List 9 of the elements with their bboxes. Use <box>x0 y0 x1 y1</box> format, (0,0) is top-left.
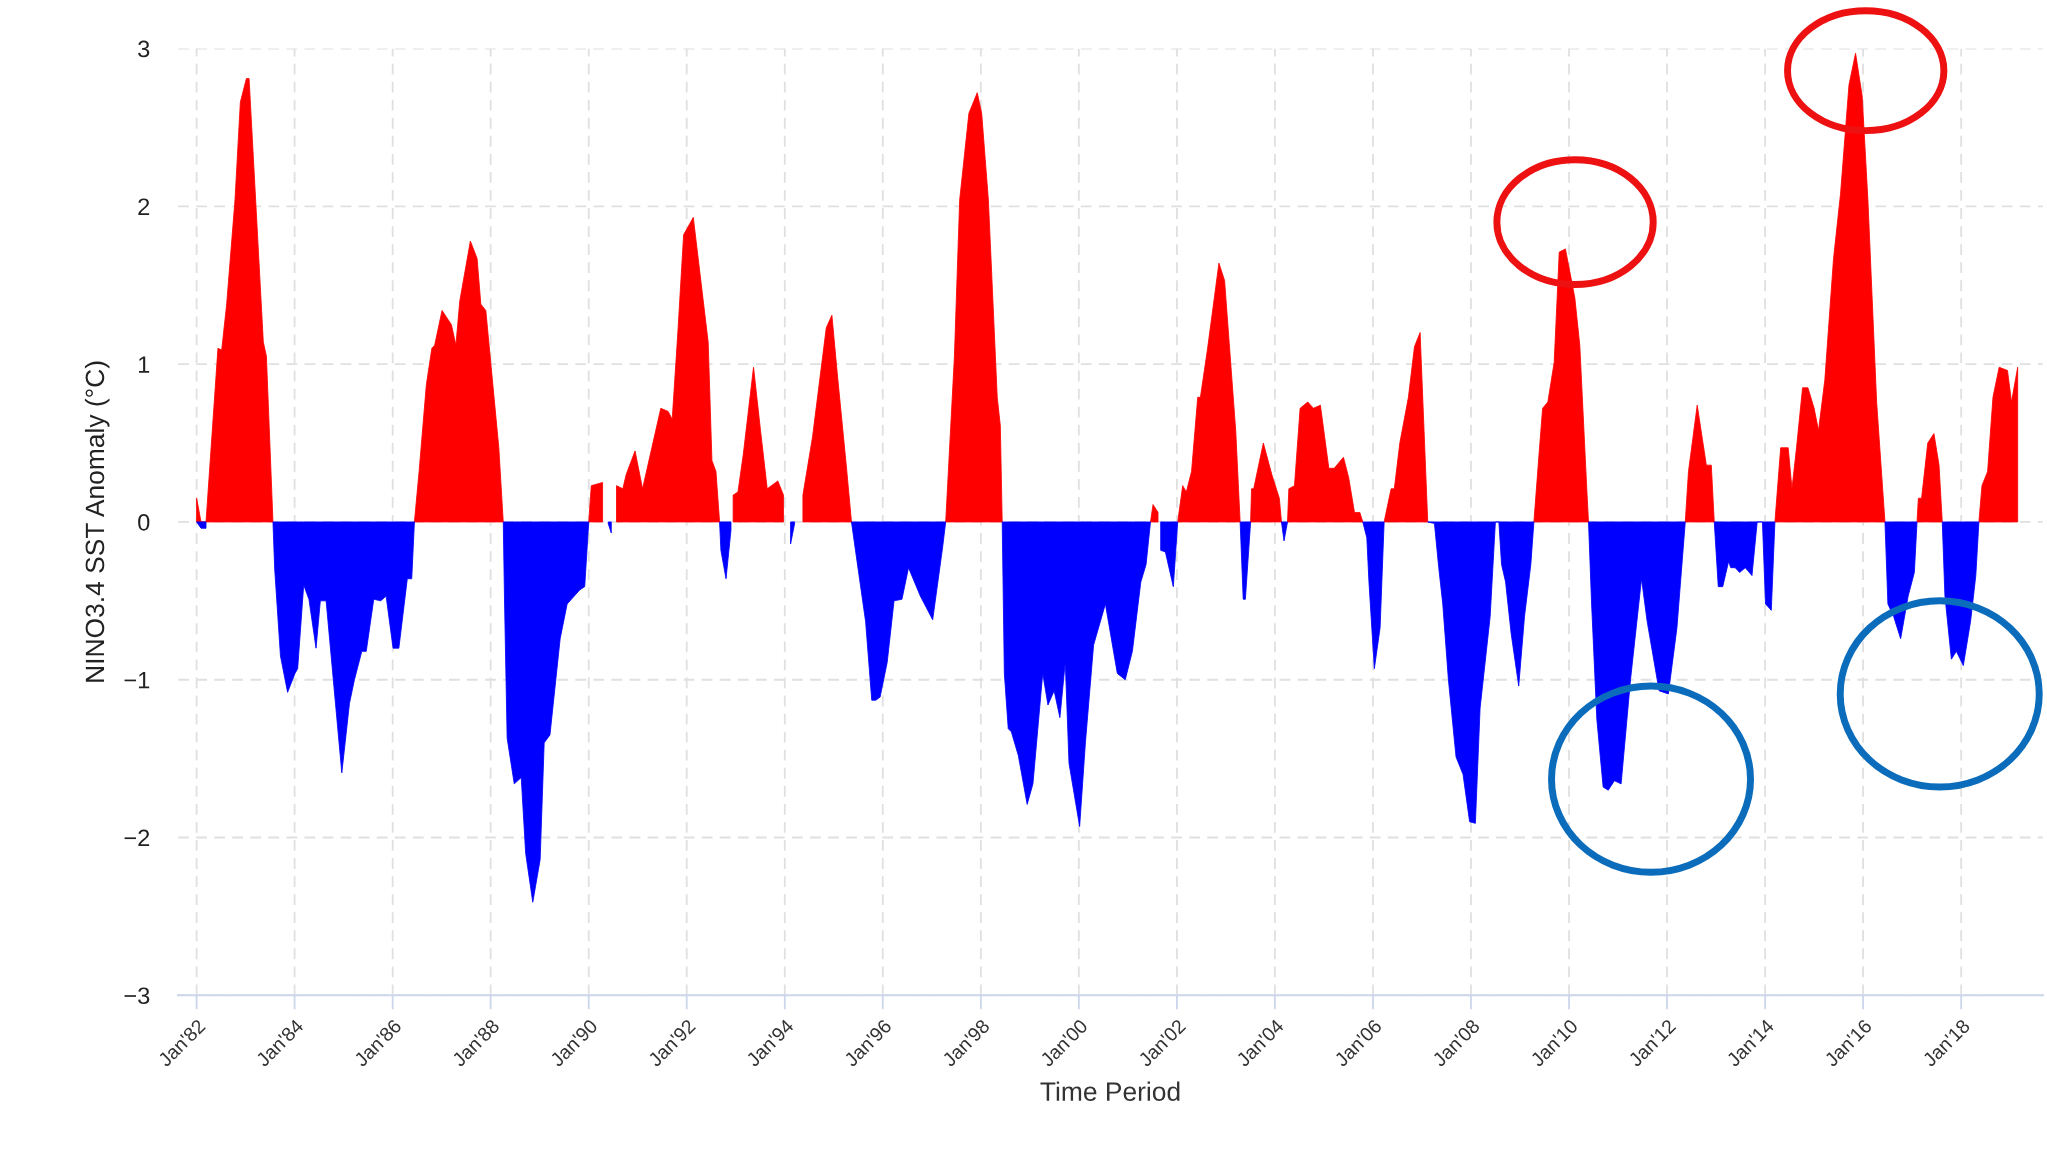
y-tick-label: 2 <box>138 198 150 215</box>
y-tick-label: −2 <box>124 829 150 847</box>
x-axis-title: Time Period <box>1040 1081 1180 1101</box>
y-tick-label: −3 <box>124 987 150 1005</box>
y-tick-label: −1 <box>124 672 150 689</box>
y-axis-title: NINO3.4 SST Anomaly (°C) <box>84 361 110 682</box>
y-tick-label: 1 <box>138 356 150 373</box>
y-tick-label: 3 <box>138 40 150 58</box>
y-tick-label: 0 <box>138 514 150 531</box>
